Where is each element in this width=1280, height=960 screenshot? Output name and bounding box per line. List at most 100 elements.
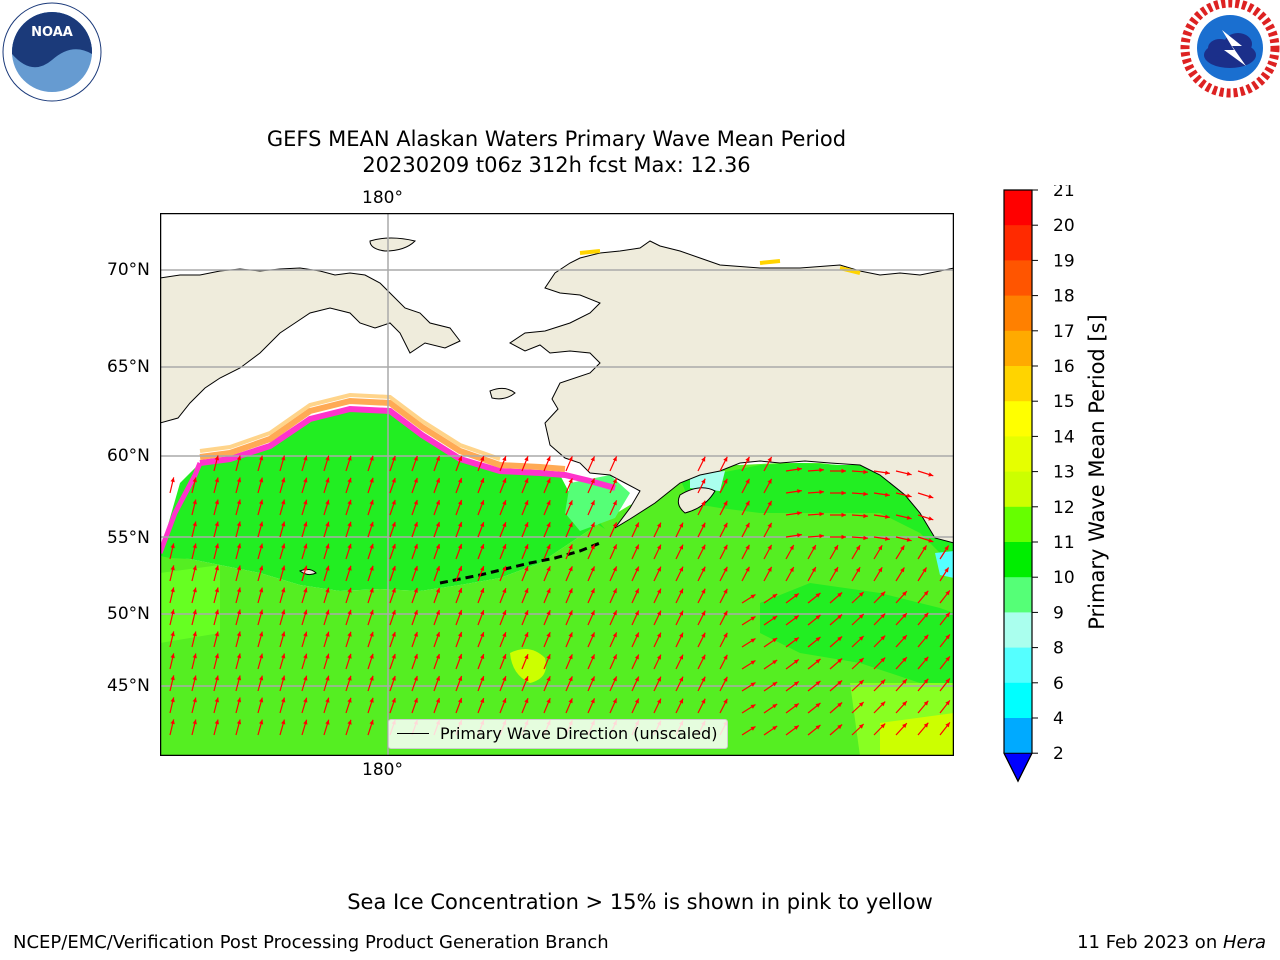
colorbar-segment (1004, 190, 1032, 226)
wave-arrow-head (945, 634, 950, 640)
wave-arrow-head (347, 675, 352, 681)
wave-arrow-head (612, 610, 617, 616)
wave-arrow-head (811, 545, 816, 550)
wave-arrow-head (413, 675, 418, 681)
wave-arrow-head (772, 726, 778, 731)
wave-arrow-head (902, 679, 907, 684)
wave-arrow-head (923, 722, 929, 728)
wave-arrow-head (568, 566, 573, 572)
wave-arrow-head (612, 654, 617, 660)
wave-arrow-head (480, 698, 485, 703)
legend-line-icon (397, 733, 429, 734)
wave-arrow-head (745, 500, 750, 506)
wave-arrow-head (679, 544, 683, 550)
wave-arrow-head (458, 676, 463, 681)
wave-arrow-head (303, 521, 308, 527)
wave-arrow-head (793, 615, 799, 620)
wave-arrow-head (679, 588, 683, 594)
colorbar-tick-label: 16 (1053, 357, 1075, 377)
wave-arrow-head (902, 701, 907, 706)
wave-arrow-head (568, 610, 573, 616)
wave-arrow-head (634, 544, 639, 550)
wave-arrow-head (612, 456, 617, 462)
wave-arrow-head (701, 632, 706, 638)
wave-arrow-head (878, 545, 883, 551)
wave-arrow-head (833, 567, 838, 573)
wave-arrow-head (793, 659, 799, 664)
wave-arrow-head (902, 613, 907, 618)
wave-arrow-head (281, 565, 286, 571)
map-legend: Primary Wave Direction (unscaled) (388, 719, 728, 749)
wave-arrow-head (435, 654, 440, 659)
chart-title-line1: GEFS MEAN Alaskan Waters Primary Wave Me… (266, 127, 847, 151)
wave-arrow-head (745, 566, 750, 572)
wave-arrow-head (170, 675, 175, 681)
wave-arrow-head (928, 494, 934, 499)
wave-arrow-head (435, 610, 440, 615)
wave-arrow-head (214, 653, 219, 659)
wave-arrow-head (568, 478, 573, 484)
wave-arrow-head (502, 698, 507, 704)
wave-arrow-head (391, 477, 396, 483)
wave-arrow-head (347, 653, 352, 659)
colorbar-outline (1003, 189, 1033, 783)
wave-arrow-head (325, 675, 330, 681)
wave-arrow-head (391, 543, 396, 549)
wave-arrow-head (568, 522, 573, 528)
colorbar-tick-label: 10 (1053, 568, 1075, 588)
wave-arrow-head (657, 654, 661, 660)
wave-arrow-head (259, 543, 264, 549)
colorbar-tick-label: 19 (1053, 251, 1075, 271)
wave-arrow-head (458, 544, 463, 549)
wave-arrow-head (657, 632, 661, 638)
colorbar-label: Primary Wave Mean Period [s] (1085, 314, 1109, 630)
colorbar-segment (1004, 471, 1032, 508)
wave-arrow-head (413, 477, 418, 483)
wave-arrow-head (945, 590, 950, 596)
wave-arrow-head (723, 566, 728, 572)
wave-arrow-head (502, 522, 507, 528)
wave-arrow-head (192, 675, 197, 681)
wave-arrow-head (945, 612, 950, 618)
wave-arrow-head (612, 588, 617, 594)
wave-arrow-head (369, 609, 374, 615)
wave-arrow-head (858, 702, 864, 707)
wave-arrow-head (214, 587, 219, 593)
wave-arrow-head (435, 500, 440, 505)
wave-arrow-head (214, 697, 219, 703)
wave-arrow-head (657, 544, 661, 550)
wave-arrow-head (863, 469, 868, 475)
wave-arrow-head (458, 478, 463, 483)
wave-arrow-head (923, 700, 929, 706)
wave-arrow-head (701, 654, 706, 660)
wave-arrow-head (701, 478, 706, 484)
wave-arrow-head (303, 565, 308, 571)
wave-arrow-head (568, 544, 573, 550)
wave-arrow-head (885, 536, 890, 541)
wave-arrow-head (347, 565, 352, 571)
wave-arrow-head (634, 566, 639, 572)
wave-arrow-head (701, 544, 706, 550)
colorbar-segment (1004, 260, 1032, 297)
wave-arrow-head (369, 587, 374, 593)
wave-arrow-head (745, 522, 750, 528)
wave-arrow-head (369, 697, 374, 703)
wave-arrow-head (502, 456, 507, 462)
wave-arrow-head (391, 653, 396, 659)
wave-arrow-head (347, 609, 352, 615)
colorbar-tick-label: 18 (1053, 287, 1075, 307)
wave-arrow-head (435, 544, 440, 549)
wave-arrow-head (858, 592, 864, 597)
wave-arrow-head (214, 675, 219, 681)
wave-arrow-head (750, 616, 756, 621)
lon-label-bottom: 180° (362, 760, 403, 780)
wave-arrow-head (524, 478, 529, 484)
wave-arrow-head (858, 636, 864, 641)
wave-arrow-head (797, 467, 802, 472)
noaa-logo: NOAA (2, 2, 102, 102)
wave-arrow-head (214, 631, 219, 637)
wave-arrow-head (413, 543, 418, 549)
wave-arrow-head (944, 567, 949, 573)
wave-arrow-head (906, 471, 912, 476)
footer-date-host: 11 Feb 2023 on Hera (1077, 932, 1266, 953)
